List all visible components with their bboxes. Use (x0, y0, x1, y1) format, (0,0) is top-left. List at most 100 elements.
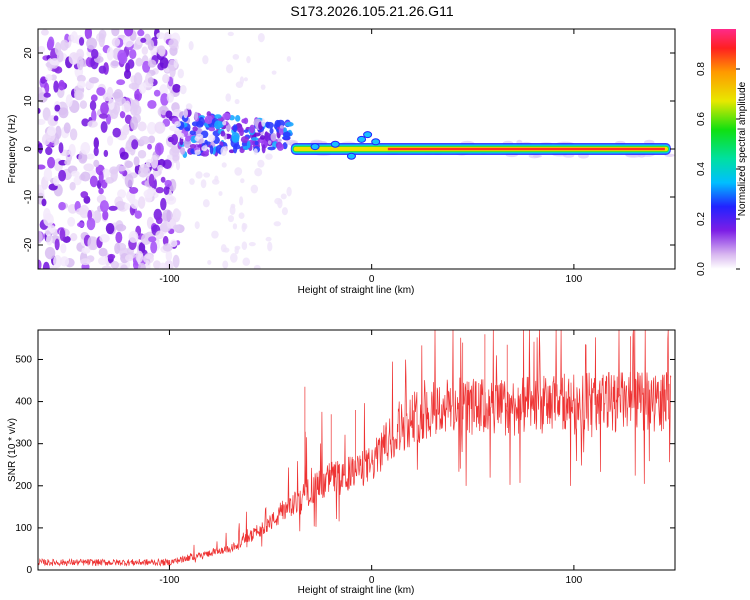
heatmap-cell (194, 149, 201, 155)
heatmap-cell (165, 110, 173, 119)
spectrogram-y-tick-label: 0 (23, 146, 34, 152)
heatmap-cell (150, 154, 159, 169)
heatmap-cell (227, 215, 235, 223)
heatmap-cell (220, 146, 228, 157)
spectrogram-y-tick-label: 10 (23, 95, 34, 107)
heatmap-cell (165, 250, 173, 262)
heatmap-cell (203, 172, 211, 178)
heatmap-cell (188, 41, 194, 51)
heatmap-cell (70, 31, 78, 44)
heatmap-cell (172, 254, 180, 268)
heatmap-cell (83, 163, 94, 172)
heatmap-cell (89, 175, 98, 188)
colorbar-ticks: 0.0 0.2 0.4 0.6 0.8 (696, 62, 740, 276)
heatmap-cell (154, 142, 164, 156)
heatmap-cell (280, 193, 287, 200)
heatmap-cell (114, 242, 121, 255)
heatmap-cell (98, 29, 107, 40)
heatmap-cell (38, 142, 43, 154)
heatmap-cell (248, 242, 256, 247)
heatmap-cell (69, 128, 78, 141)
heatmap-cell (128, 82, 140, 90)
heatmap-cell (254, 140, 259, 146)
colorbar-label: Normalized spectral amplitude (737, 81, 748, 216)
heatmap-cell (155, 216, 163, 225)
heatmap-cell (47, 36, 55, 50)
heatmap-cell (155, 230, 164, 240)
heatmap-cell (170, 134, 179, 146)
heatmap-cell (240, 178, 245, 184)
heatmap-cell (107, 135, 114, 146)
heatmap-cell (222, 120, 227, 126)
heatmap-cell (55, 125, 62, 140)
heatmap-cell (123, 69, 132, 80)
heatmap-cell (147, 59, 157, 68)
heatmap-cell (48, 225, 56, 234)
heatmap-cell (234, 247, 239, 255)
heatmap-cell (202, 55, 209, 65)
heatmap-cell (100, 102, 109, 115)
heatmap-cell (43, 92, 51, 98)
heatmap-cell (115, 223, 127, 232)
heatmap-cell (234, 167, 243, 176)
heatmap-cell (141, 233, 152, 245)
heatmap-cell (172, 83, 181, 93)
heatmap-cell (54, 238, 60, 251)
heatmap-cell (87, 236, 97, 251)
heatmap-cell (173, 58, 178, 69)
heatmap-cell (43, 212, 54, 227)
heatmap-cell (218, 191, 223, 196)
heatmap-cell (147, 77, 154, 84)
heatmap-cell (174, 121, 181, 128)
heatmap-cell (157, 164, 164, 172)
heatmap-cell (195, 133, 204, 140)
heatmap-cell (214, 120, 222, 130)
heatmap-cell (110, 60, 119, 69)
heatmap-cell (162, 235, 169, 246)
spectrogram-y-tick-label: -10 (23, 189, 34, 204)
heatmap-cell (180, 147, 186, 155)
heatmap-cell (235, 81, 244, 88)
heatmap-cell (228, 149, 235, 154)
heatmap-cell (38, 259, 42, 269)
heatmap-cell (108, 98, 115, 110)
heatmap-cell (234, 98, 240, 105)
heatmap-cell (63, 122, 71, 134)
heatmap-cell (41, 29, 49, 36)
heatmap-cell (146, 121, 157, 135)
colorbar-tick-label: 0.0 (696, 262, 707, 276)
heatmap-cell (58, 142, 64, 154)
heatmap-cell (59, 228, 66, 242)
colorbar-gradient (711, 29, 736, 269)
heatmap-cell (204, 115, 213, 124)
heatmap-cell (249, 124, 255, 134)
heatmap-cell (43, 167, 53, 182)
heatmap-cell (267, 140, 272, 145)
heatmap-cell (86, 217, 96, 231)
snr-frame (37, 329, 676, 571)
heatmap-cell (110, 261, 120, 269)
heatmap-cell (46, 126, 57, 137)
heatmap-cell (166, 92, 174, 103)
heatmap-cell (130, 198, 140, 210)
heatmap-cell (282, 131, 291, 138)
heatmap-cell (111, 29, 120, 37)
heatmap-cell (214, 114, 222, 119)
heatmap-cell (195, 171, 203, 179)
heatmap-cell (265, 236, 272, 242)
heatmap-cell (150, 241, 158, 254)
heatmap-cell (93, 146, 99, 157)
heatmap-cell (47, 156, 56, 169)
heatmap-cell (112, 91, 122, 99)
heatmap-cell (185, 135, 191, 142)
snr-x-tick-label: 100 (566, 575, 583, 586)
heatmap-cell (92, 210, 102, 224)
heatmap-cell (276, 143, 284, 151)
heatmap-cell (225, 93, 232, 102)
spectrogram-x-ticks: -100 0 100 (159, 29, 583, 285)
heatmap-cell (98, 187, 104, 195)
heatmap-cell (282, 135, 291, 140)
heatmap-cell (211, 178, 220, 185)
heatmap-cell (232, 124, 238, 133)
